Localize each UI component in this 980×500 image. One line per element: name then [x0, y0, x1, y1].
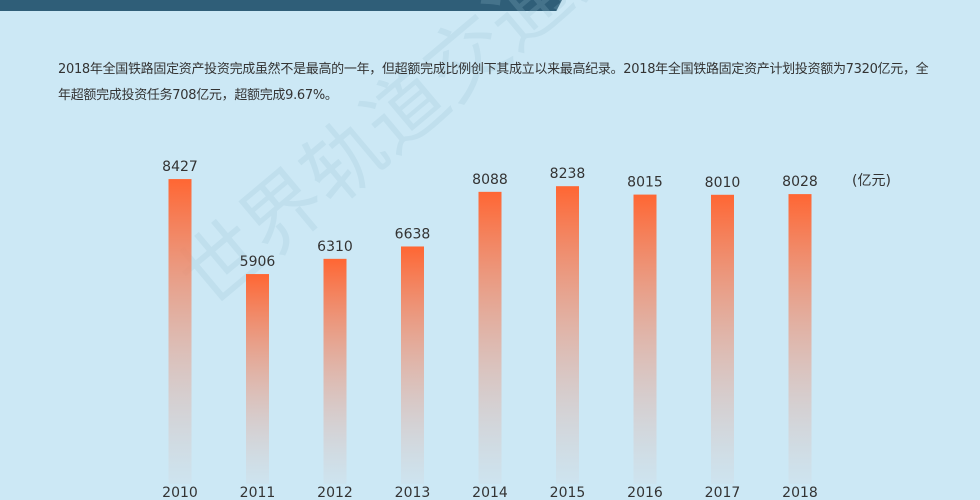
data-label-2017: 8010: [705, 175, 741, 191]
bar-2014: [478, 191, 502, 484]
bar-2017: [711, 194, 734, 484]
bar-2013: [401, 246, 424, 484]
x-tick-label-2014: 2014: [472, 485, 508, 500]
data-label-2016: 8015: [627, 175, 663, 191]
title-banner: [0, 0, 562, 11]
bar-2016: [633, 194, 657, 485]
bar-2011: [246, 274, 269, 484]
bar-2015: [556, 186, 579, 485]
data-label-2013: 6638: [395, 226, 431, 242]
data-label-2011: 5906: [240, 254, 276, 270]
x-tick-label-2018: 2018: [782, 485, 818, 500]
x-tick-label-2016: 2016: [627, 485, 663, 500]
description-text: 2018年全国铁路固定资产投资完成虽然不是最高的一年，但超额完成比例创下其成立以…: [58, 62, 929, 103]
data-label-2014: 8088: [472, 172, 508, 188]
bar-2018: [788, 194, 812, 484]
bar-2012: [323, 258, 347, 484]
x-tick-label-2013: 2013: [395, 485, 431, 500]
data-label-2012: 6310: [317, 239, 353, 255]
data-label-2018: 8028: [782, 174, 818, 190]
x-tick-label-2015: 2015: [550, 485, 586, 500]
x-tick-label-2010: 2010: [162, 485, 198, 500]
x-tick-label-2012: 2012: [317, 485, 353, 500]
x-tick-label-2011: 2011: [240, 485, 276, 500]
bar-2010: [168, 179, 192, 485]
data-label-2010: 8427: [162, 159, 198, 175]
unit-label: (亿元): [852, 173, 891, 189]
x-tick-label-2017: 2017: [705, 485, 741, 500]
data-label-2015: 8238: [550, 166, 586, 182]
